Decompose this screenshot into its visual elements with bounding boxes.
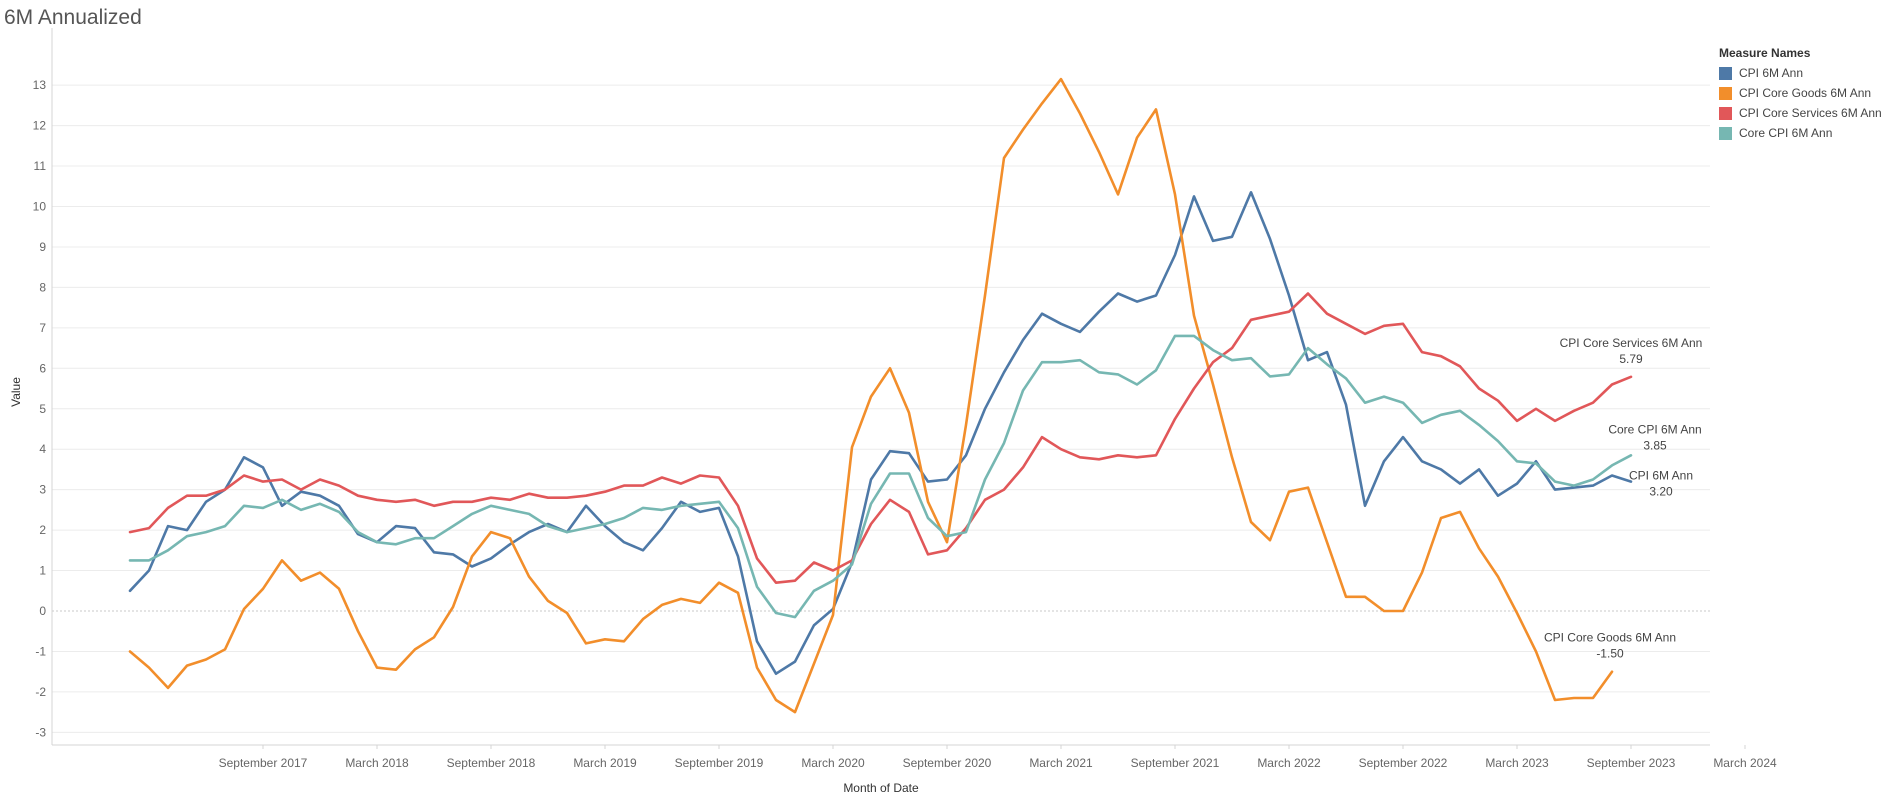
y-tick-label: 10 <box>33 200 47 214</box>
legend-label: Core CPI 6M Ann <box>1739 126 1833 140</box>
x-tick-label: September 2022 <box>1359 756 1448 770</box>
legend-swatch <box>1719 106 1732 120</box>
end-label-name: CPI Core Goods 6M Ann <box>1544 631 1676 645</box>
legend-items: CPI 6M Ann CPI Core Goods 6M Ann CPI Core … <box>1719 63 1882 143</box>
y-tick-label: -2 <box>35 685 46 699</box>
legend-swatch <box>1719 86 1732 100</box>
end-label-name: Core CPI 6M Ann <box>1608 422 1701 436</box>
x-tick-label: September 2020 <box>903 756 992 770</box>
series-line-cpi-core-services-6m-ann <box>128 292 1633 585</box>
y-tick-label: -3 <box>35 725 46 739</box>
legend-item[interactable]: CPI Core Goods 6M Ann <box>1719 83 1882 103</box>
legend-item[interactable]: Core CPI 6M Ann <box>1719 123 1882 143</box>
end-label-value: 3.20 <box>1649 485 1673 499</box>
series-line-core-cpi-6m-ann <box>128 334 1633 619</box>
x-tick-label: September 2019 <box>675 756 764 770</box>
legend-label: CPI Core Goods 6M Ann <box>1739 86 1872 100</box>
series-lines <box>128 77 1633 714</box>
x-tick-label: March 2020 <box>801 756 865 770</box>
y-tick-label: 2 <box>39 523 46 537</box>
y-tick-label: 11 <box>34 159 47 173</box>
chart-title: 6M Annualized <box>4 6 142 29</box>
x-tick-label: September 2017 <box>219 756 308 770</box>
x-tick-label: March 2022 <box>1257 756 1321 770</box>
legend: Measure Names CPI 6M Ann CPI Core Goods 6… <box>1719 46 1882 143</box>
y-tick-label: 1 <box>39 564 46 578</box>
legend-item[interactable]: CPI 6M Ann <box>1719 63 1882 83</box>
x-tick-label: September 2021 <box>1131 756 1220 770</box>
end-label-value: 3.85 <box>1643 438 1667 452</box>
y-tick-label: 5 <box>39 402 46 416</box>
x-axis-label: Month of Date <box>843 781 919 795</box>
x-tick-label: March 2019 <box>573 756 637 770</box>
end-labels: CPI 6M Ann 3.20 CPI Core Goods 6M Ann -1.50… <box>1544 336 1702 661</box>
y-tick-label: 9 <box>39 240 46 254</box>
end-label-value: -1.50 <box>1596 647 1624 661</box>
x-tick-label: March 2023 <box>1485 756 1549 770</box>
end-label-name: CPI 6M Ann <box>1629 469 1693 483</box>
x-tick-label: March 2018 <box>345 756 409 770</box>
y-tick-label: 0 <box>39 604 46 618</box>
legend-title: Measure Names <box>1719 46 1811 60</box>
x-tick-label: September 2023 <box>1587 756 1676 770</box>
y-tick-label: 4 <box>39 442 46 456</box>
y-tick-label: 12 <box>33 119 47 133</box>
x-tick-label: March 2021 <box>1029 756 1093 770</box>
series-line-cpi-6m-ann <box>128 191 1633 676</box>
y-tick-label: 7 <box>39 321 46 335</box>
y-tick-label: 3 <box>39 483 46 497</box>
x-tick-label: September 2018 <box>447 756 536 770</box>
legend-swatch <box>1719 66 1732 80</box>
legend-item[interactable]: CPI Core Services 6M Ann <box>1719 103 1882 123</box>
y-tick-label: 6 <box>39 361 46 375</box>
legend-label: CPI 6M Ann <box>1739 66 1804 80</box>
series-line-cpi-core-goods-6m-ann <box>128 77 1614 714</box>
end-label-value: 5.79 <box>1619 352 1643 366</box>
end-label-name: CPI Core Services 6M Ann <box>1560 336 1703 350</box>
y-axis-label: Value <box>9 377 23 407</box>
y-tick-label: -1 <box>35 644 46 658</box>
y-tick-label: 8 <box>39 280 46 294</box>
y-tick-label: 13 <box>33 78 47 92</box>
legend-label: CPI Core Services 6M Ann <box>1739 106 1882 120</box>
legend-swatch <box>1719 126 1732 140</box>
x-tick-label: March 2024 <box>1713 756 1777 770</box>
gridlines <box>52 84 1710 733</box>
